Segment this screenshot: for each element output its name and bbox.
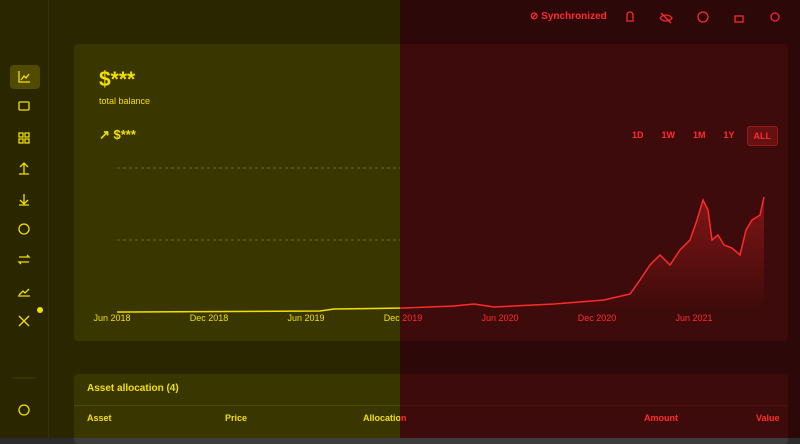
nav-icons — [12, 71, 36, 416]
range-button[interactable]: 1Y — [723, 130, 735, 140]
sync-icon: ⊘ — [530, 11, 539, 22]
icon-apps[interactable] — [18, 132, 30, 144]
column-header[interactable]: Allocation — [363, 413, 407, 423]
range-button[interactable]: 1W — [661, 130, 676, 140]
allocation-card — [74, 374, 788, 444]
x-tick-label: Jun 2018 — [93, 313, 130, 323]
icon-lock[interactable] — [734, 15, 744, 23]
icon-tools[interactable] — [18, 315, 30, 327]
icon-bitcoin[interactable] — [18, 404, 30, 416]
balance-chart: Jun 2018 Dec 2018 Jun 2019 Dec 2019 Jun 2020… — [93, 167, 765, 323]
icon-notifications[interactable] — [626, 11, 634, 22]
balance-change: ↗ $*** — [99, 127, 136, 142]
icon-portfolio[interactable] — [18, 71, 30, 83]
icon-settings[interactable] — [770, 12, 780, 22]
range-button[interactable]: 1M — [693, 130, 706, 140]
column-header[interactable]: Value — [756, 413, 780, 423]
x-tick-label: Dec 2020 — [578, 313, 617, 323]
x-tick-label: Dec 2019 — [384, 313, 423, 323]
icon-buy[interactable] — [18, 223, 30, 235]
column-header[interactable]: Asset — [87, 413, 112, 423]
column-header[interactable]: Amount — [644, 413, 678, 423]
sync-status[interactable]: ⊘ Synchronized — [530, 11, 607, 22]
sync-text: Synchronized — [541, 11, 607, 22]
x-tick-label: Jun 2021 — [675, 313, 712, 323]
balance-amount: $*** — [99, 68, 136, 91]
x-tick-label: Jun 2019 — [287, 313, 324, 323]
balance-caption: total balance — [99, 96, 151, 106]
divider — [74, 405, 788, 406]
icon-accounts[interactable] — [18, 101, 30, 111]
range-selector: 1D 1W 1M 1Y ALL — [626, 126, 779, 146]
icon-hide[interactable] — [659, 12, 673, 24]
column-header[interactable]: Price — [225, 413, 248, 423]
badge — [37, 307, 43, 313]
range-button[interactable]: 1D — [632, 130, 644, 140]
icon-send[interactable] — [19, 162, 29, 175]
area — [117, 197, 764, 312]
x-tick-label: Jun 2020 — [481, 313, 518, 323]
sidebar — [0, 0, 49, 438]
x-tick-label: Dec 2018 — [190, 313, 229, 323]
range-button[interactable]: ALL — [746, 126, 779, 146]
icon-earn[interactable] — [18, 288, 30, 297]
change-value: $*** — [113, 127, 136, 142]
icon-receive[interactable] — [19, 194, 29, 206]
icon-help[interactable] — [697, 11, 709, 23]
x-axis: Jun 2018 Dec 2018 Jun 2019 Dec 2019 Jun 2020… — [93, 313, 712, 323]
allocation-title: Asset allocation (4) — [87, 383, 179, 394]
icon-swap[interactable] — [17, 254, 31, 265]
header-icons — [626, 11, 780, 24]
